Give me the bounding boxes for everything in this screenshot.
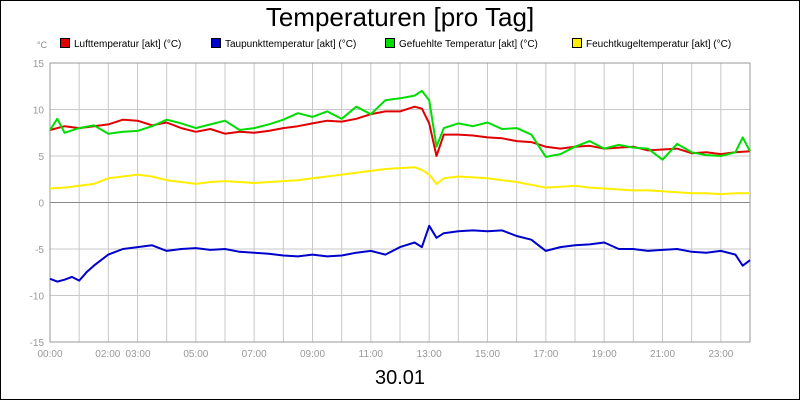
x-tick-label: 03:00 [126,349,151,360]
chart-title: Temperaturen [pro Tag] [265,2,535,32]
x-tick-label: 23:00 [708,349,733,360]
x-tick-label: 19:00 [592,349,617,360]
y-axis-unit: °C [37,40,48,50]
chart-legend: Lufttemperatur [akt] (°C) Taupunkttemper… [0,38,800,52]
legend-item-gefuehlte-temperatur: Gefuehlte Temperatur [akt] (°C) [385,38,538,50]
x-tick-label: 13:00 [417,349,442,360]
y-tick-label: 5 [38,152,44,163]
series-line-1 [49,224,751,283]
x-tick-label: 11:00 [359,349,384,360]
y-tick-label: -10 [30,292,45,303]
legend-swatch-lufttemperatur [60,38,70,48]
y-tick-label: 10 [33,106,45,117]
y-tick-label: -5 [35,245,44,256]
legend-swatch-feuchtkugeltemperatur [572,38,582,48]
legend-swatch-gefuehlte-temperatur [385,38,395,48]
plot-area-border [49,62,751,343]
x-tick-label: 17:00 [533,349,558,360]
legend-item-lufttemperatur: Lufttemperatur [akt] (°C) [60,38,181,50]
y-tick-label: 15 [33,59,45,70]
date-label: 30.01 [374,367,426,389]
y-tick-label: -15 [30,338,45,349]
x-tick-label: 21:00 [650,349,675,360]
chart-series-lines [49,89,751,283]
x-tick-label: 09:00 [300,349,325,360]
legend-item-feuchtkugeltemperatur: Feuchtkugeltemperatur [akt] (°C) [572,38,731,50]
x-tick-label: 02:00 [95,349,120,360]
x-tick-label: 05:00 [183,349,208,360]
chart-grid [49,62,751,343]
y-tick-label: 0 [38,199,44,210]
legend-label-lufttemperatur: Lufttemperatur [akt] (°C) [74,39,182,50]
series-line-3 [49,166,750,196]
x-tick-label: 00:00 [37,349,62,360]
legend-label-feuchtkugeltemperatur: Feuchtkugeltemperatur [akt] (°C) [586,39,732,50]
legend-label-gefuehlte-temperatur: Gefuehlte Temperatur [akt] (°C) [399,39,538,50]
x-tick-label: 15:00 [475,349,500,360]
legend-swatch-taupunkttemperatur [211,38,221,48]
series-line-2 [49,89,751,161]
x-tick-label: 07:00 [242,349,267,360]
legend-item-taupunkttemperatur: Taupunkttemperatur [akt] (°C) [211,38,356,50]
legend-label-taupunkttemperatur: Taupunkttemperatur [akt] (°C) [225,39,357,50]
